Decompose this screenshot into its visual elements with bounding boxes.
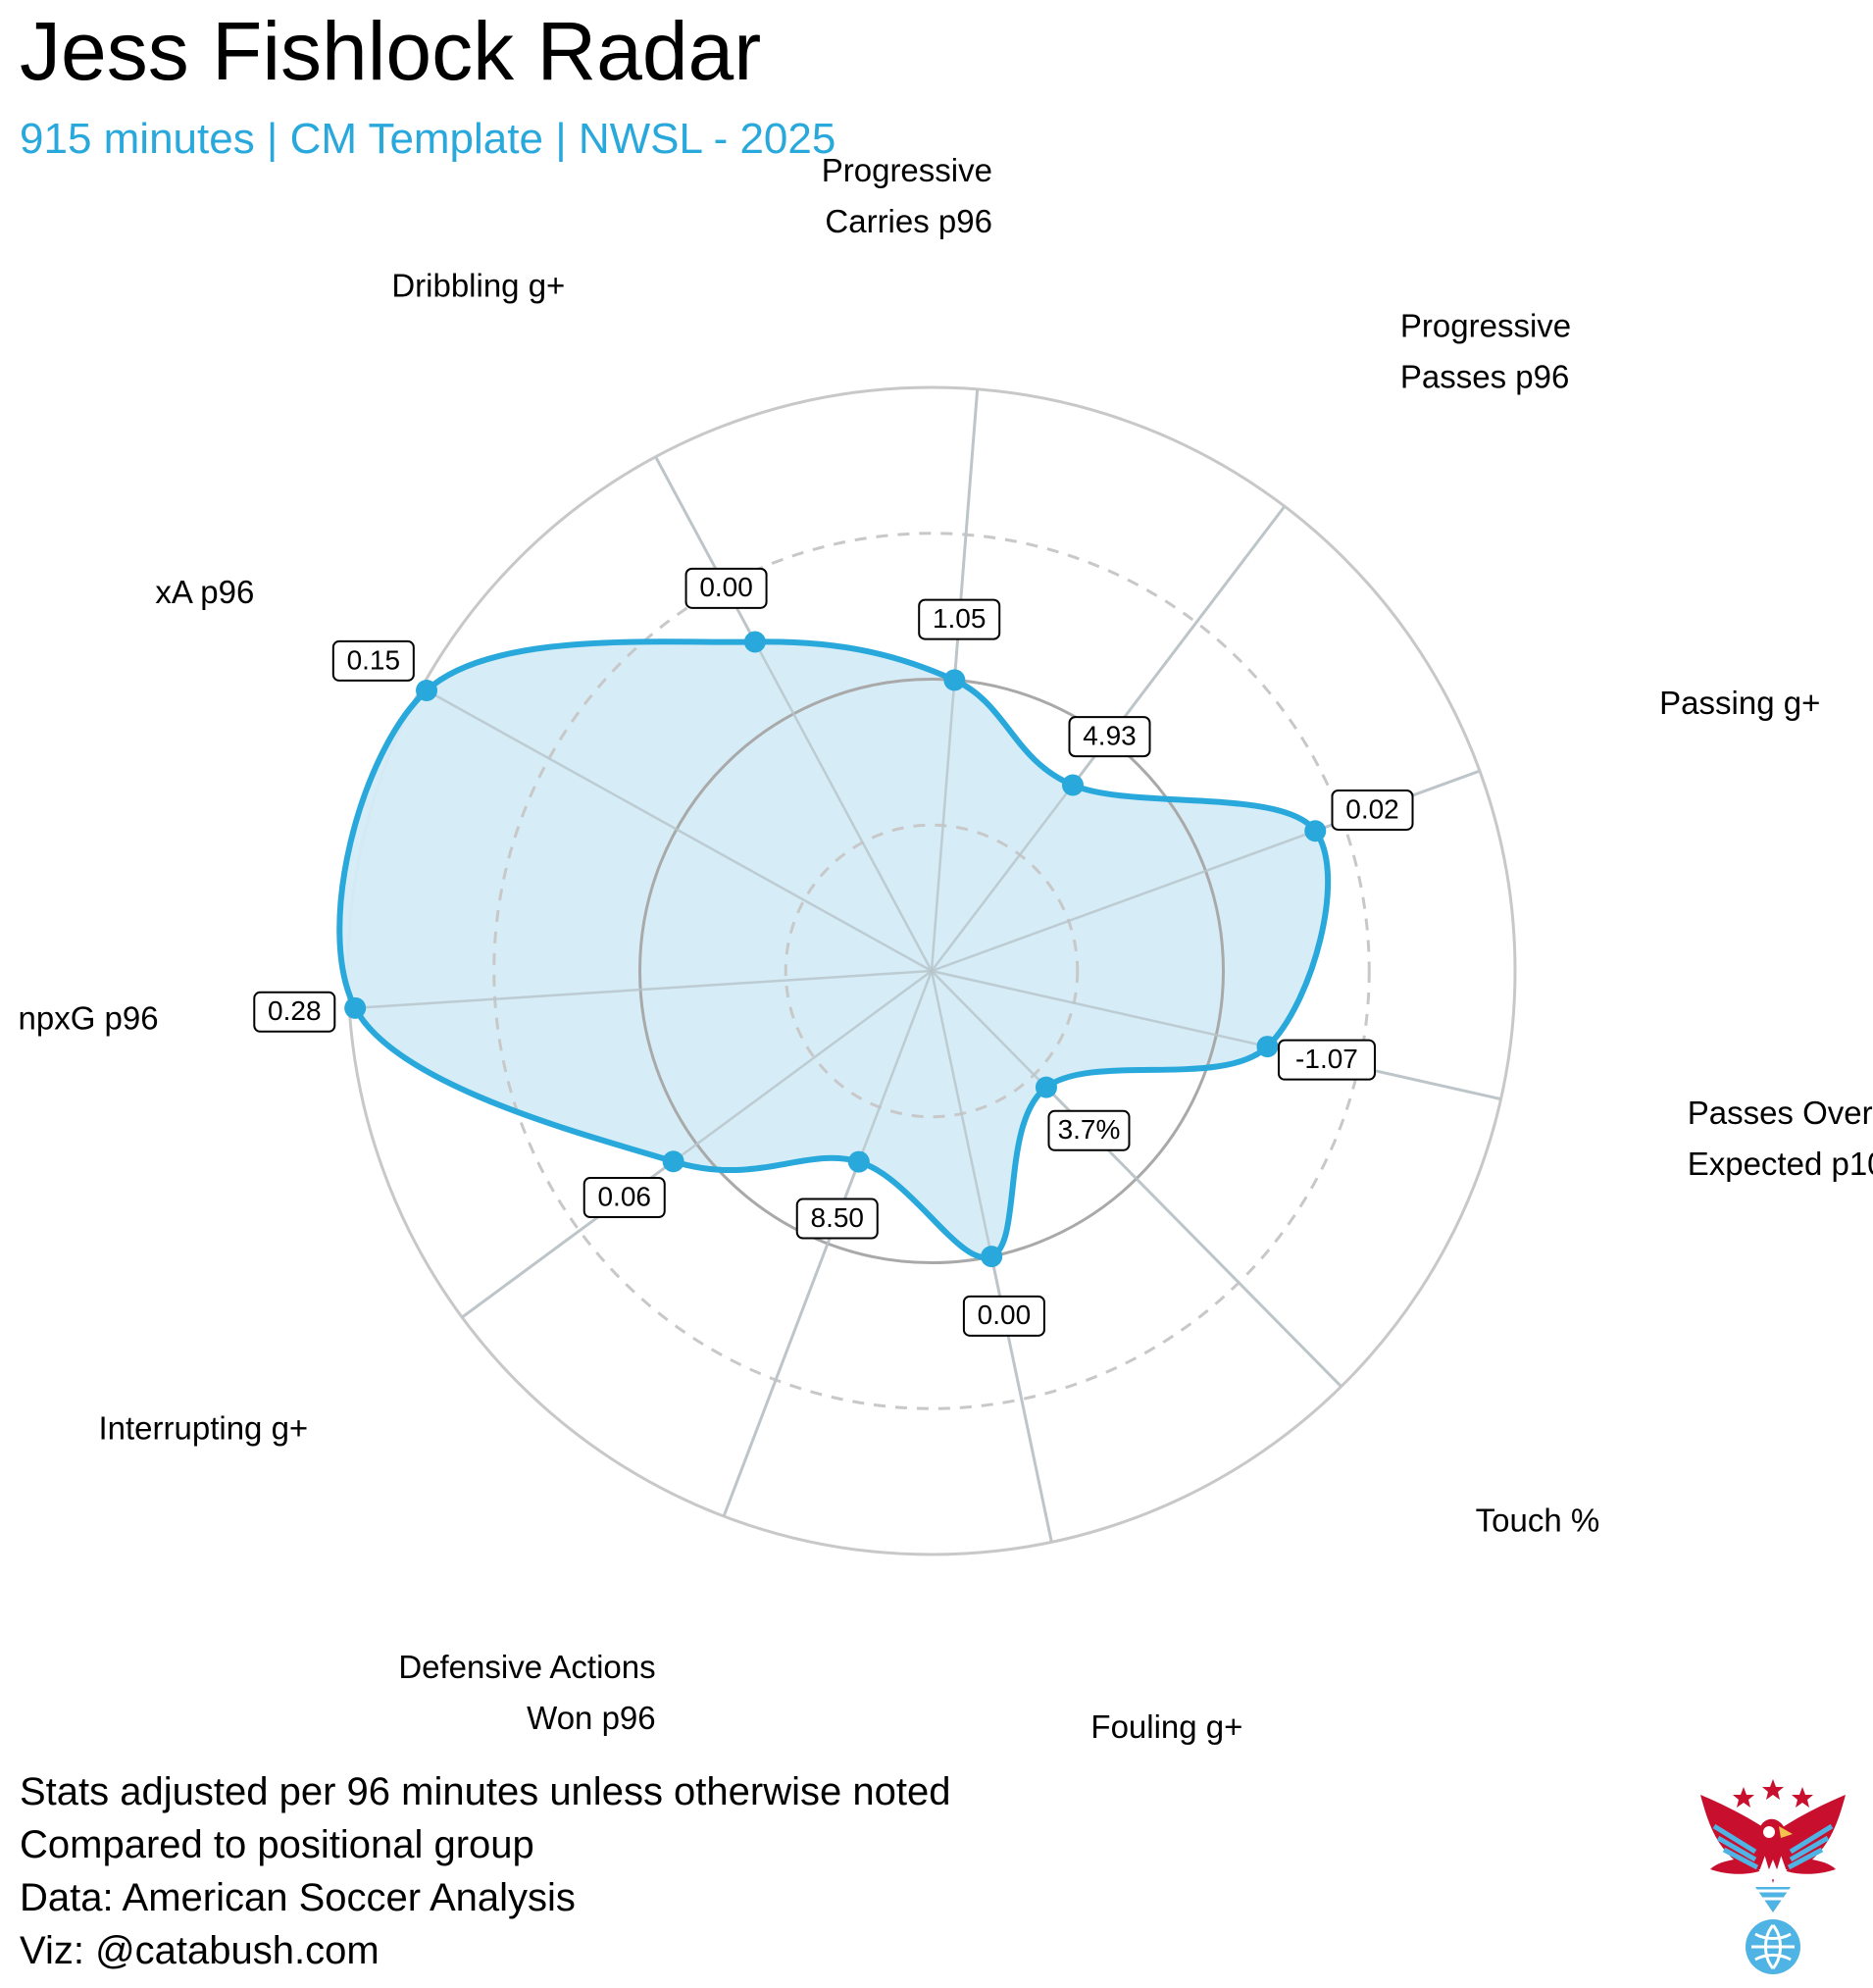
axis-spoke-overlay [421,687,933,973]
data-point [1061,774,1084,796]
value-label-box [1047,1109,1131,1151]
footnote-line: Data: American Soccer Analysis [20,1876,576,1919]
axis-label: Interrupting g+ [98,1410,308,1447]
axis-label: Passes p96 [1400,359,1569,395]
axis-label: Carries p96 [825,203,992,239]
data-point [1035,1076,1057,1098]
dashed-grid-ring [784,823,1080,1119]
value-label-box [918,598,1001,640]
value-label-box [684,567,768,609]
value-label-box [582,1177,666,1219]
value-label: 0.28 [268,995,322,1026]
value-label-box [331,639,415,682]
value-label-box [253,991,336,1033]
axis-label: Dribbling g+ [391,268,565,304]
data-point [847,1150,870,1173]
data-point [1256,1036,1279,1058]
data-point [416,680,438,702]
chart-subtitle: 915 minutes | CM Template | NWSL - 2025 [20,115,836,163]
value-label: 3.7% [1058,1114,1121,1145]
axis-label: npxG p96 [19,999,159,1036]
footnote-line: Stats adjusted per 96 minutes unless oth… [20,1770,951,1813]
axis-spoke-overlay [722,970,934,1517]
value-label: 8.50 [811,1202,865,1233]
data-point [662,1150,684,1173]
data-point [1304,820,1327,842]
value-label: 0.00 [978,1300,1032,1330]
value-label: 4.93 [1083,721,1137,751]
axis-spoke-overlay [931,970,1342,1388]
axis-label: Passes Over [1688,1095,1873,1131]
value-label-box [962,1295,1045,1337]
value-label: 1.05 [933,603,987,634]
value-label: 0.15 [347,644,401,675]
eagle-soccer-ball-logo-icon [1700,1779,1846,1974]
value-label-box [795,1198,879,1240]
value-label: 0.00 [699,572,753,602]
data-point [943,669,966,691]
axis-label: Defensive Actions [398,1649,655,1685]
radar-chart: 1.05 4.93 0.02 -1.07 3.7% 0.00 8.50 0.06 0.28 0.1… [19,152,1873,1745]
axis-label: Expected p100 [1688,1146,1873,1182]
chart-title: Jess Fishlock Radar [20,5,762,97]
value-label: -1.07 [1295,1044,1358,1074]
footnotes: Stats adjusted per 96 minutes unless oth… [20,1765,950,1977]
data-point [981,1246,1003,1268]
axis-spoke-overlay [461,969,933,1319]
axis-label: Passing g+ [1659,685,1820,721]
data-point [344,996,367,1019]
axis-spoke-overlay [654,456,934,972]
axis-spoke-overlay [931,969,1501,1100]
axis-label: Progressive [1400,308,1571,344]
axis-spoke-overlay [349,969,933,1010]
footnote-line: Compared to positional group [20,1823,534,1866]
radar-area [339,641,1329,1258]
mid-grid-ring [638,678,1225,1264]
axis-label: Touch % [1476,1502,1600,1538]
value-label-box [1277,1039,1376,1081]
dashed-grid-ring [492,532,1371,1410]
axis-label: xA p96 [155,574,254,610]
value-label: 0.02 [1345,793,1399,824]
value-label: 0.06 [597,1181,651,1211]
axis-label: Progressive [822,152,992,188]
value-label-box [1331,789,1414,831]
data-point [743,631,766,653]
axis-label: Fouling g+ [1090,1708,1242,1745]
axis-label: Won p96 [527,1700,655,1736]
footnote-line: Viz: @catabush.com [20,1929,380,1972]
value-label-box [1068,716,1151,758]
